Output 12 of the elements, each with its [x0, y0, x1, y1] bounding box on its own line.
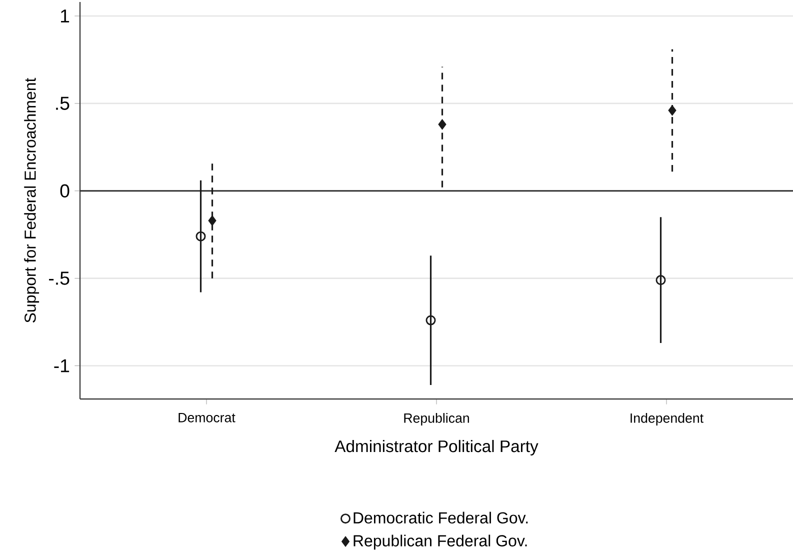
x-axis-title: Administrator Political Party [334, 440, 538, 456]
y-axis-title: Support for Federal Encroachment [24, 78, 40, 322]
y-tick-label: -1 [54, 359, 70, 372]
x-tick-label: Republican [404, 413, 469, 426]
y-tick-label: .5 [56, 96, 70, 110]
x-tick-label: Democrat [178, 413, 236, 422]
x-tick-label: Independent [630, 413, 704, 426]
y-tick-label: 0 [60, 184, 70, 198]
y-tick-label: 1 [61, 10, 70, 22]
legend-label: Democratic Federal Gov. [354, 512, 528, 524]
legend-label: Republican Federal Gov. [354, 534, 527, 550]
y-tick-label: -.5 [49, 272, 70, 285]
